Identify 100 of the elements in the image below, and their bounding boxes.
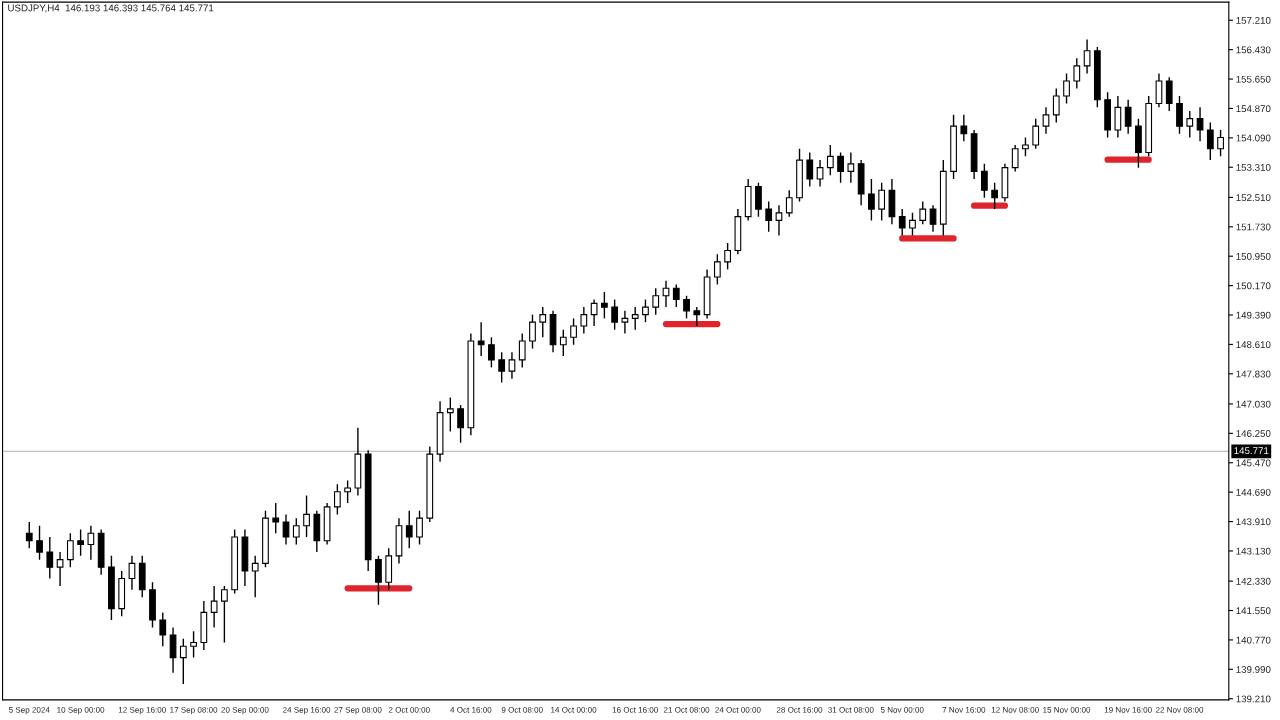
candlestick: [529, 313, 536, 350]
y-tick-label: 142.330: [1236, 577, 1271, 585]
candlestick: [621, 310, 629, 335]
x-tick-label: 9 Oct 08:00: [501, 707, 543, 713]
candlestick: [693, 306, 701, 327]
y-tick-label: 143.910: [1236, 518, 1271, 526]
candlestick: [1186, 110, 1194, 139]
x-tick-label: 28 Oct 16:00: [776, 707, 823, 713]
y-tick-label: 147.030: [1236, 400, 1271, 408]
candlestick: [375, 555, 382, 606]
candlestick: [878, 182, 886, 222]
candlestick: [292, 517, 300, 546]
x-tick-label: 17 Sep 08:00: [170, 707, 218, 715]
candlestick: [991, 182, 999, 210]
candlestick: [960, 114, 968, 142]
y-tick-label: 154.870: [1236, 105, 1271, 113]
candlestick: [765, 200, 773, 233]
candlestick: [66, 532, 74, 568]
candlestick: [1217, 129, 1224, 158]
y-tick-label: 150.950: [1236, 252, 1271, 260]
candlestick: [446, 396, 454, 433]
y-tick-label: 144.690: [1236, 488, 1271, 496]
x-tick-label: 31 Oct 08:00: [828, 707, 874, 713]
candlestick: [344, 479, 352, 504]
candlestick: [128, 555, 136, 591]
y-tick-label: 139.210: [1236, 695, 1271, 703]
candlestick: [36, 525, 43, 561]
candlestick: [1063, 72, 1070, 105]
candlestick: [56, 551, 64, 587]
y-tick-label: 146.250: [1236, 430, 1271, 437]
candlestick: [919, 200, 927, 225]
chart-title: USDJPY,H4 146.193 146.393 145.764 145.771: [8, 4, 214, 13]
candlestick: [652, 287, 660, 316]
candlestick: [713, 253, 721, 286]
candlestick: [251, 555, 259, 599]
candlestick: [631, 306, 639, 331]
candlestick: [303, 494, 310, 538]
candlestick: [518, 332, 526, 369]
x-tick-label: 4 Oct 16:00: [450, 707, 492, 713]
candlestick: [683, 295, 690, 320]
candlestick: [272, 502, 280, 534]
candlestick: [457, 404, 464, 444]
x-tick-label: 20 Sep 00:00: [221, 707, 269, 715]
ref-line-label: 145.771: [1234, 447, 1269, 455]
candlestick: [642, 298, 649, 323]
candlestick: [1114, 95, 1122, 139]
y-tick-label: 148.610: [1236, 341, 1271, 349]
candlestick: [570, 317, 577, 346]
candlestick: [816, 159, 824, 188]
candlestick: [169, 626, 177, 674]
y-tick-label: 147.830: [1236, 370, 1271, 378]
x-tick-label: 19 Nov 16:00: [1104, 707, 1152, 713]
candlestick: [221, 585, 228, 644]
candlestick: [1124, 99, 1132, 135]
x-tick-label: 22 Nov 08:00: [1155, 707, 1204, 713]
candlestick: [909, 212, 916, 237]
y-tick-label: 156.430: [1236, 46, 1271, 54]
candlestick: [539, 306, 547, 338]
y-tick-label: 139.990: [1236, 666, 1271, 673]
candlestick: [868, 178, 875, 222]
y-tick-label: 140.770: [1236, 636, 1271, 644]
x-tick-label: 27 Sep 08:00: [334, 707, 382, 715]
y-tick-label: 153.310: [1236, 163, 1271, 171]
candlestick: [1196, 106, 1204, 142]
candlestick: [837, 151, 844, 184]
candlestick: [1011, 144, 1019, 173]
y-tick-label: 154.090: [1236, 134, 1271, 142]
x-tick-label: 12 Sep 16:00: [118, 707, 166, 715]
candlestick: [826, 144, 834, 176]
candlestick: [559, 329, 567, 357]
candlestick: [980, 163, 988, 199]
candlestick: [1083, 38, 1091, 75]
candlestick: [416, 509, 423, 546]
candlestick: [601, 291, 608, 320]
y-tick-label: 157.210: [1236, 16, 1271, 24]
y-tick-label: 145.470: [1236, 459, 1271, 467]
candlestick: [611, 298, 619, 331]
candlestick: [333, 483, 341, 516]
candlestick: [159, 611, 167, 648]
x-tick-label: 5 Sep 2024: [8, 707, 50, 715]
x-tick-label: 10 Sep 00:00: [57, 707, 105, 715]
x-tick-label: 5 Nov 00:00: [880, 707, 924, 713]
candlestick: [785, 189, 793, 218]
y-tick-label: 149.390: [1236, 311, 1271, 319]
x-tick-label: 21 Oct 08:00: [663, 707, 710, 713]
y-tick-label: 150.170: [1236, 282, 1271, 290]
y-tick-label: 141.550: [1236, 607, 1271, 615]
candlestick: [1155, 72, 1163, 109]
candlestick: [806, 151, 814, 188]
candlestick: [898, 208, 906, 237]
candlestick: [46, 536, 54, 580]
candlestick: [282, 513, 290, 546]
candlestick: [672, 283, 680, 308]
candlestick: [1052, 87, 1060, 124]
x-tick-label: 2 Oct 00:00: [388, 707, 430, 713]
candlestick: [590, 298, 598, 327]
candlestick: [488, 336, 495, 369]
candlestick: [929, 204, 937, 233]
x-tick-label: 24 Oct 00:00: [715, 707, 761, 713]
candlestick: [1165, 76, 1173, 112]
